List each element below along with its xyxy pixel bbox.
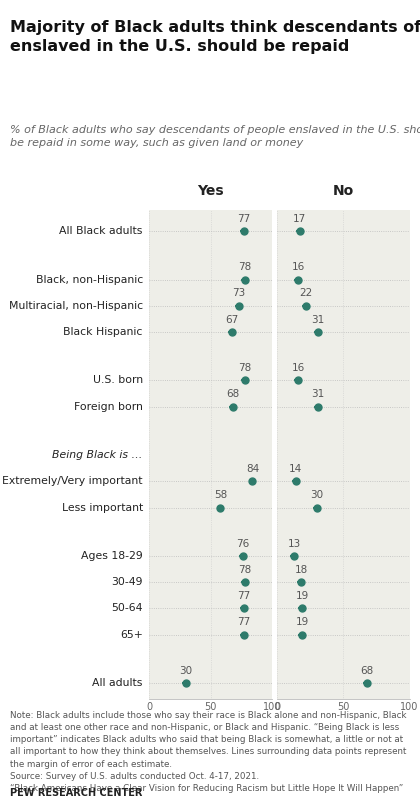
Text: 73: 73 xyxy=(232,288,246,298)
Text: 31: 31 xyxy=(312,389,325,399)
Text: 76: 76 xyxy=(236,539,249,549)
Text: 22: 22 xyxy=(300,288,313,298)
Text: 17: 17 xyxy=(293,213,306,224)
Text: 16: 16 xyxy=(292,263,305,272)
Text: 16: 16 xyxy=(292,363,305,373)
Text: 78: 78 xyxy=(239,263,252,272)
Text: Majority of Black adults think descendants of people
enslaved in the U.S. should: Majority of Black adults think descendan… xyxy=(10,20,420,54)
Text: U.S. born: U.S. born xyxy=(93,376,143,385)
Text: Foreign born: Foreign born xyxy=(74,402,143,411)
Text: 30-49: 30-49 xyxy=(111,577,143,587)
Text: 78: 78 xyxy=(239,565,252,575)
Text: All Black adults: All Black adults xyxy=(59,226,143,236)
Text: Black, non-Hispanic: Black, non-Hispanic xyxy=(36,275,143,284)
Text: Extremely/Very important: Extremely/Very important xyxy=(2,477,143,486)
Text: 18: 18 xyxy=(294,565,307,575)
Text: Ages 18-29: Ages 18-29 xyxy=(81,551,143,561)
Text: 77: 77 xyxy=(237,591,250,601)
Text: All adults: All adults xyxy=(92,678,143,688)
Text: Note: Black adults include those who say their race is Black alone and non-Hispa: Note: Black adults include those who say… xyxy=(10,711,407,793)
Text: Yes: Yes xyxy=(197,184,224,198)
Text: 50-64: 50-64 xyxy=(111,604,143,613)
Text: 13: 13 xyxy=(288,539,301,549)
Text: PEW RESEARCH CENTER: PEW RESEARCH CENTER xyxy=(10,789,143,798)
Text: 68: 68 xyxy=(360,666,374,675)
Text: 19: 19 xyxy=(296,617,309,627)
Text: 77: 77 xyxy=(237,617,250,627)
Text: 77: 77 xyxy=(237,213,250,224)
Text: 30: 30 xyxy=(310,490,323,500)
Text: 67: 67 xyxy=(225,314,238,325)
Text: 65+: 65+ xyxy=(120,629,143,640)
Text: Less important: Less important xyxy=(62,503,143,512)
Text: 78: 78 xyxy=(239,363,252,373)
Text: 84: 84 xyxy=(246,464,259,474)
Text: 58: 58 xyxy=(214,490,227,500)
Text: 31: 31 xyxy=(312,314,325,325)
Text: Multiracial, non-Hispanic: Multiracial, non-Hispanic xyxy=(9,301,143,311)
Text: 19: 19 xyxy=(296,591,309,601)
Text: % of Black adults who say descendants of people enslaved in the U.S. should
be r: % of Black adults who say descendants of… xyxy=(10,125,420,149)
Text: 14: 14 xyxy=(289,464,302,474)
Text: No: No xyxy=(333,184,354,198)
Text: 30: 30 xyxy=(179,666,193,675)
Text: 68: 68 xyxy=(226,389,239,399)
Text: Being Black is …: Being Black is … xyxy=(52,450,143,460)
Text: Black Hispanic: Black Hispanic xyxy=(63,327,143,337)
